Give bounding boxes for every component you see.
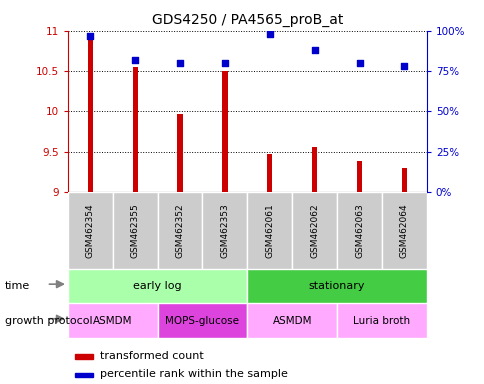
Text: stationary: stationary [308,281,364,291]
Title: GDS4250 / PA4565_proB_at: GDS4250 / PA4565_proB_at [151,13,342,27]
Bar [68,303,157,338]
Bar [68,192,112,269]
Text: ASMDM: ASMDM [93,316,132,326]
Point [131,57,139,63]
Bar [247,303,336,338]
Text: Luria broth: Luria broth [353,316,409,326]
Text: time: time [5,281,30,291]
Bar [356,161,362,192]
Bar [202,192,247,269]
Bar [247,269,426,303]
Point [400,63,408,69]
Bar [75,354,93,359]
Text: GSM462355: GSM462355 [130,203,139,258]
Bar [68,269,247,303]
Text: growth protocol: growth protocol [5,316,92,326]
Point [221,60,228,66]
Bar [247,192,291,269]
Text: GSM462064: GSM462064 [399,203,408,258]
Point [310,47,318,53]
Bar [157,192,202,269]
Bar [88,39,93,192]
Text: GSM462352: GSM462352 [175,203,184,258]
Text: GSM462354: GSM462354 [86,203,95,258]
Bar [75,372,93,377]
Bar [177,114,182,192]
Bar [157,303,247,338]
Text: GSM462061: GSM462061 [265,203,274,258]
Bar [291,192,336,269]
Point [86,33,94,39]
Text: MOPS-glucose: MOPS-glucose [165,316,239,326]
Text: ASMDM: ASMDM [272,316,311,326]
Point [355,60,363,66]
Text: percentile rank within the sample: percentile rank within the sample [100,369,287,379]
Bar [112,192,157,269]
Bar [381,192,426,269]
Bar [311,147,317,192]
Point [176,60,183,66]
Bar [222,71,227,192]
Text: GSM462062: GSM462062 [309,203,318,258]
Bar [336,303,426,338]
Text: GSM462063: GSM462063 [354,203,363,258]
Bar [336,192,381,269]
Text: transformed count: transformed count [100,351,204,361]
Bar [267,154,272,192]
Text: GSM462353: GSM462353 [220,203,229,258]
Text: early log: early log [133,281,182,291]
Point [265,31,273,37]
Bar [401,168,406,192]
Bar [132,67,137,192]
